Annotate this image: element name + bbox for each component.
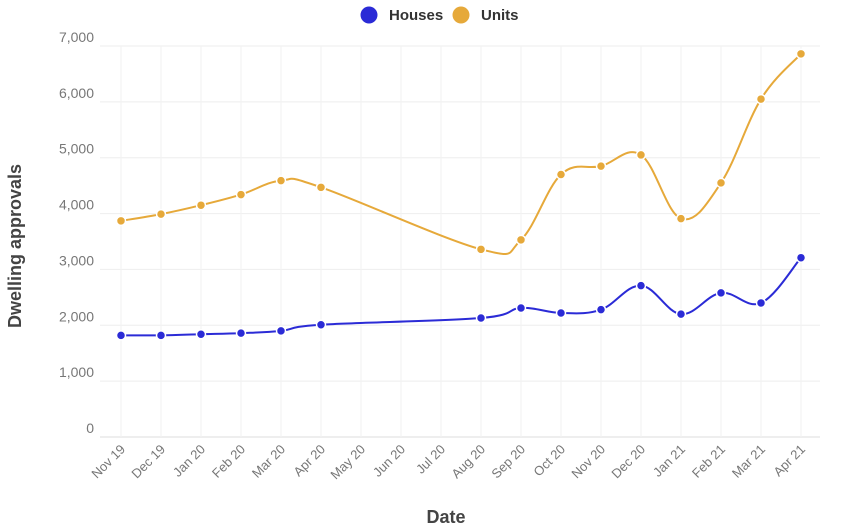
x-tick-label: Mar 20	[249, 442, 288, 481]
units-data-point[interactable]	[515, 234, 527, 246]
legend-marker-units	[452, 6, 470, 24]
units-data-point[interactable]	[475, 244, 487, 255]
units-data-point[interactable]	[155, 208, 167, 220]
houses-data-point[interactable]	[555, 307, 567, 319]
y-tick-label: 1,000	[59, 364, 94, 380]
units-data-point[interactable]	[675, 213, 687, 224]
x-axis-title: Date	[426, 507, 465, 527]
legend-marker-houses	[360, 6, 378, 24]
legend: Houses Units	[360, 6, 519, 25]
units-data-point[interactable]	[195, 199, 207, 211]
houses-data-point[interactable]	[675, 308, 687, 320]
y-tick-label: 7,000	[59, 29, 94, 45]
units-data-point[interactable]	[235, 189, 247, 200]
units-data-point[interactable]	[635, 149, 647, 161]
x-tick-label: Sep 20	[488, 442, 528, 482]
units-data-point[interactable]	[115, 215, 127, 227]
houses-data-point[interactable]	[755, 297, 767, 309]
legend-item-houses[interactable]: Houses	[360, 6, 444, 25]
series-points	[115, 48, 807, 341]
houses-data-point[interactable]	[195, 328, 207, 340]
x-tick-label: Dec 19	[128, 442, 168, 482]
x-tick-label: May 20	[327, 442, 368, 483]
x-tick-label: Jun 20	[370, 442, 408, 480]
y-axis-title: Dwelling approvals	[5, 164, 25, 328]
units-data-point[interactable]	[275, 175, 287, 186]
houses-data-point[interactable]	[795, 252, 807, 263]
x-tick-label: Nov 19	[88, 442, 128, 482]
units-data-point[interactable]	[755, 93, 767, 105]
y-axis-ticks: 0 1,000 2,000 3,000 4,000 5,000 6,000 7,000	[59, 29, 94, 436]
x-tick-label: Jan 20	[170, 442, 208, 480]
y-tick-label: 4,000	[59, 197, 94, 213]
houses-data-point[interactable]	[235, 327, 247, 339]
x-axis-ticks: Nov 19 Dec 19 Jan 20 Feb 20 Mar 20 Apr 20 May …	[88, 442, 808, 483]
x-tick-label: Dec 20	[608, 442, 648, 482]
x-tick-label: Oct 20	[530, 442, 568, 480]
units-data-point[interactable]	[795, 48, 807, 60]
houses-data-point[interactable]	[475, 312, 487, 324]
houses-data-point[interactable]	[715, 287, 727, 299]
houses-data-point[interactable]	[115, 330, 127, 341]
gridlines	[100, 45, 820, 438]
units-data-point[interactable]	[315, 182, 327, 193]
series-lines	[120, 53, 802, 337]
x-tick-label: Jan 21	[650, 442, 688, 480]
y-tick-label: 3,000	[59, 252, 94, 268]
legend-item-units[interactable]: Units	[452, 6, 519, 25]
y-tick-label: 6,000	[59, 85, 94, 101]
y-tick-label: 0	[86, 420, 94, 436]
houses-data-point[interactable]	[315, 319, 327, 330]
houses-data-point[interactable]	[595, 304, 607, 315]
x-tick-label: Apr 20	[290, 442, 328, 480]
houses-series-line	[120, 257, 802, 337]
x-tick-label: Mar 21	[729, 442, 768, 481]
legend-label-houses: Houses	[389, 7, 443, 24]
houses-data-point[interactable]	[515, 302, 527, 314]
units-series-line	[120, 53, 802, 256]
x-tick-label: Feb 20	[209, 442, 248, 481]
houses-data-point[interactable]	[635, 280, 647, 291]
units-data-point[interactable]	[555, 169, 567, 180]
legend-label-units: Units	[481, 7, 519, 24]
houses-data-point[interactable]	[155, 330, 167, 341]
units-data-point[interactable]	[715, 177, 727, 189]
x-tick-label: Nov 20	[568, 442, 608, 482]
y-tick-label: 2,000	[59, 308, 94, 324]
y-tick-label: 5,000	[59, 141, 94, 157]
units-data-point[interactable]	[595, 160, 607, 172]
x-tick-label: Feb 21	[689, 442, 728, 481]
x-tick-label: Jul 20	[413, 442, 448, 477]
houses-data-point[interactable]	[275, 325, 287, 337]
x-tick-label: Aug 20	[448, 442, 488, 482]
x-tick-label: Apr 21	[770, 442, 808, 480]
